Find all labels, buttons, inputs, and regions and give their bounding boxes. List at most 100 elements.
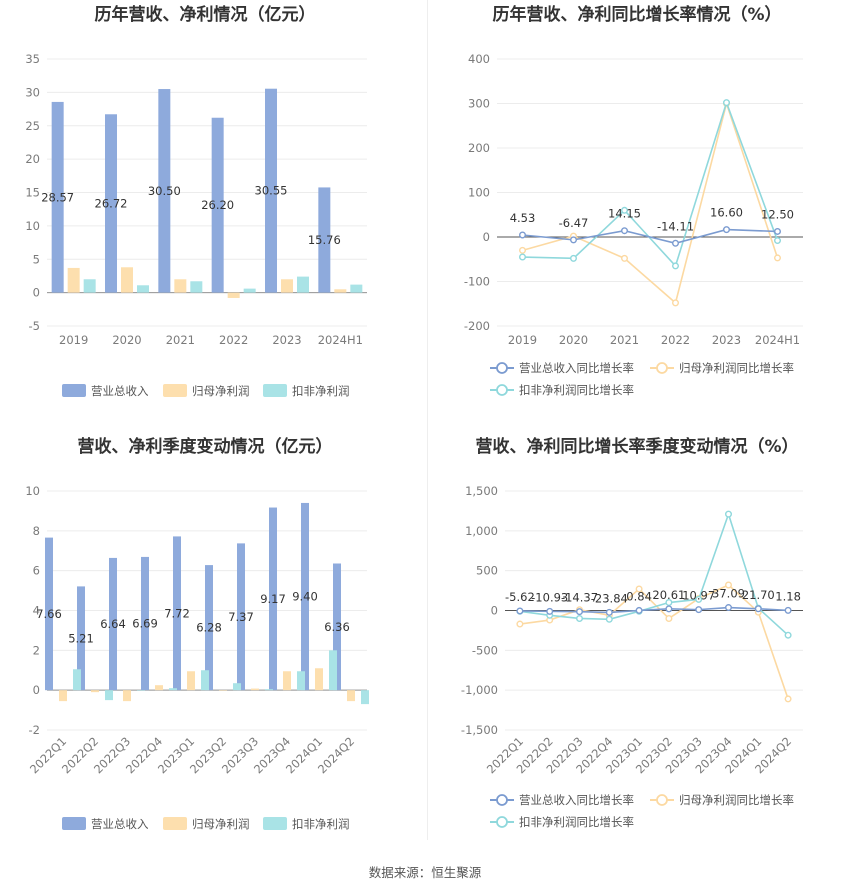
- bar: [251, 688, 259, 691]
- x-tick-label: 2021: [610, 333, 639, 347]
- data-point: [723, 226, 731, 234]
- data-point: [621, 227, 629, 235]
- data-point: [784, 695, 792, 703]
- data-point: [570, 254, 578, 262]
- y-tick-label: 1,000: [465, 524, 498, 538]
- data-label: 12.50: [761, 207, 794, 221]
- legend-item: 扣非净利润: [263, 384, 350, 398]
- bar: [137, 690, 145, 691]
- data-label: 26.72: [95, 196, 128, 210]
- y-tick-label: 0: [483, 230, 490, 244]
- data-point: [784, 606, 792, 614]
- bar: [137, 285, 149, 293]
- data-point: [774, 237, 782, 245]
- data-point: [635, 585, 643, 593]
- data-label: -14.37: [561, 591, 598, 605]
- data-label: 20.61: [652, 588, 685, 602]
- bar: [169, 688, 177, 691]
- y-tick-label: -100: [464, 275, 490, 289]
- y-tick-label: -1,000: [461, 683, 498, 697]
- bar: [155, 685, 163, 691]
- chart-title: 营收、净利同比增长率季度变动情况（%）: [475, 436, 798, 457]
- data-point: [519, 231, 527, 239]
- data-point: [725, 604, 733, 612]
- bar: [243, 288, 256, 293]
- y-tick-label: 100: [468, 186, 490, 200]
- legend-label: 营业总收入: [91, 384, 149, 398]
- bar: [201, 670, 209, 691]
- y-tick-label: 10: [25, 219, 40, 233]
- bar: [227, 292, 240, 298]
- data-label: 6.36: [324, 620, 350, 634]
- chart-svg: 营收、净利季度变动情况（亿元）-202468102022Q12022Q22022…: [25, 436, 369, 831]
- data-label: 7.66: [36, 607, 62, 621]
- bar: [265, 88, 277, 293]
- series-line: [519, 606, 789, 614]
- legend-item: 营业总收入同比增长率: [490, 361, 634, 375]
- data-label: 9.17: [260, 592, 286, 606]
- data-point: [754, 605, 762, 613]
- bar: [77, 586, 85, 691]
- y-tick-label: -500: [472, 643, 498, 657]
- y-tick-label: 35: [25, 52, 40, 66]
- data-label: 7.72: [164, 606, 190, 620]
- y-tick-label: 4: [33, 604, 40, 618]
- y-tick-label: 8: [33, 524, 40, 538]
- data-point: [672, 239, 680, 247]
- bar: [333, 563, 341, 691]
- data-label: 6.64: [100, 617, 126, 631]
- x-tick-label: 2021: [166, 333, 195, 347]
- data-label: -5.62: [505, 590, 535, 604]
- data-label: 6.28: [196, 621, 222, 635]
- data-point: [672, 299, 680, 307]
- x-tick-label: 2022: [661, 333, 690, 347]
- data-point: [546, 607, 554, 615]
- y-tick-label: -200: [464, 319, 490, 333]
- series-line: [522, 100, 779, 268]
- data-label: 9.40: [292, 590, 318, 604]
- legend-swatch: [263, 817, 287, 830]
- quarterly-revenue-profit-chart: 营收、净利季度变动情况（亿元） -2 0 2 4 6 8 10 2022Q1 2022Q2 2022…: [0, 430, 425, 860]
- data-label: 6.69: [132, 617, 158, 631]
- bar: [283, 671, 291, 691]
- legend-label: 营业总收入同比增长率: [519, 793, 634, 807]
- legend-label: 扣非净利润同比增长率: [519, 383, 634, 397]
- legend-label: 归母净利润: [192, 384, 250, 398]
- legend-item: 归母净利润同比增长率: [650, 793, 794, 807]
- bar: [105, 690, 113, 701]
- x-tick-label: 2019: [59, 333, 88, 347]
- x-tick-label: 2024H1: [318, 333, 363, 347]
- bar: [297, 671, 305, 691]
- data-point: [665, 599, 673, 607]
- bar: [233, 683, 241, 691]
- bar: [205, 565, 213, 691]
- y-tick-label: 5: [33, 252, 40, 266]
- bar: [109, 557, 117, 691]
- bar: [141, 556, 149, 691]
- y-tick-label: 300: [468, 97, 490, 111]
- bar: [190, 281, 203, 293]
- data-point: [695, 595, 703, 603]
- data-point: [723, 99, 731, 107]
- bar: [297, 276, 309, 293]
- bar: [350, 284, 363, 293]
- bar: [265, 689, 273, 691]
- x-tick-label: 2020: [559, 333, 588, 347]
- y-tick-label: 2: [33, 643, 40, 657]
- bar: [123, 690, 131, 702]
- bar: [51, 101, 64, 293]
- legend-swatch: [62, 817, 86, 830]
- legend-label: 归母净利润: [192, 817, 250, 831]
- data-point: [519, 246, 527, 254]
- chart-svg: 历年营收、净利同比增长率情况（%） -200 -100 0 100 200 300 400 20…: [464, 4, 803, 397]
- y-tick-label: 200: [468, 141, 490, 155]
- legend-label: 扣非净利润: [292, 384, 350, 398]
- bar: [318, 187, 331, 293]
- legend-marker: [496, 816, 508, 828]
- legend-marker: [496, 794, 508, 806]
- bar: [361, 690, 369, 705]
- data-point: [621, 254, 629, 262]
- panel-divider: [427, 0, 428, 840]
- y-tick-label: -1,500: [461, 723, 498, 737]
- chart-title: 历年营收、净利情况（亿元）: [95, 4, 316, 25]
